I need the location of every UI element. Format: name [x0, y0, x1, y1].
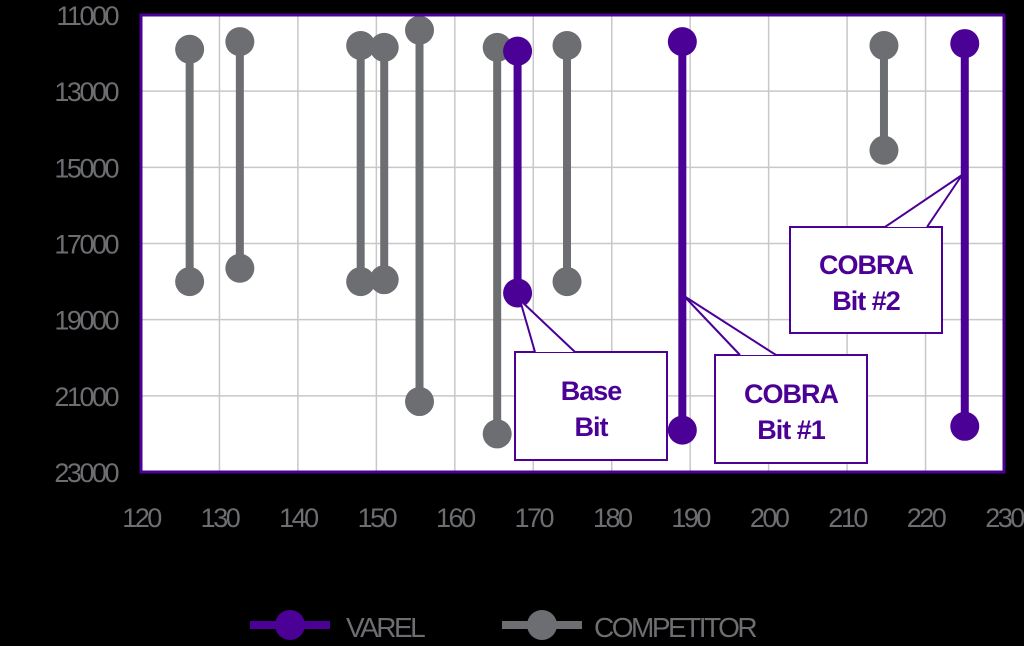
- x-tick-label: 230: [985, 503, 1024, 533]
- x-tick-label: 210: [828, 503, 867, 533]
- marker-bottom: [346, 267, 376, 297]
- x-tick-label: 170: [514, 503, 553, 533]
- x-tick-label: 220: [907, 503, 946, 533]
- callout-pointer: [884, 174, 963, 228]
- x-tick-label: 130: [201, 503, 240, 533]
- callout-cobra-bit2: COBRA Bit #2: [789, 174, 963, 334]
- marker-top: [175, 34, 205, 64]
- marker-top: [405, 15, 435, 45]
- series-competitor: [175, 15, 899, 449]
- callout-base-bit: Base Bit: [514, 296, 668, 461]
- callout-box: [514, 351, 668, 461]
- x-tick-label: 140: [279, 503, 318, 533]
- range-bar: [346, 30, 376, 297]
- marker-top: [369, 32, 399, 62]
- marker-top: [552, 30, 582, 60]
- range-bar: [225, 27, 255, 283]
- callout-label: COBRA: [819, 250, 913, 280]
- legend-label-varel: VAREL: [346, 612, 425, 643]
- callout-cobra-bit1: COBRA Bit #1: [683, 295, 868, 464]
- x-tick-label: 180: [593, 503, 632, 533]
- legend-marker-icon: [527, 610, 557, 640]
- marker-top: [950, 29, 980, 59]
- callout-label: COBRA: [744, 379, 838, 409]
- legend-label-competitor: COMPETITOR: [594, 612, 756, 643]
- plot-border: [139, 13, 1006, 474]
- callout-label: Bit #2: [832, 286, 900, 316]
- y-axis-tick-labels: 11000 13000 15000 17000 19000 21000 23000: [54, 1, 121, 488]
- range-bar: [869, 30, 899, 165]
- x-tick-label: 190: [671, 503, 710, 533]
- callout-pointer: [518, 296, 576, 353]
- range-bar: [950, 29, 980, 441]
- x-tick-label: 160: [436, 503, 475, 533]
- callout-label: Bit #1: [757, 415, 826, 445]
- y-tick-label: 15000: [54, 153, 118, 183]
- series-varel: [503, 27, 980, 445]
- y-tick-label: 19000: [54, 306, 118, 336]
- callout-label: Base: [561, 376, 623, 406]
- x-tick-label: 200: [750, 503, 789, 533]
- marker-top: [346, 30, 376, 60]
- callout-pointer: [683, 295, 777, 356]
- y-tick-label: 21000: [54, 382, 118, 412]
- range-bar: [667, 27, 697, 445]
- legend-item-varel: VAREL: [250, 610, 428, 643]
- callouts: Base Bit COBRA Bit #1 COBRA Bit #2: [514, 174, 963, 464]
- marker-bottom: [503, 278, 533, 308]
- callout-box: [714, 354, 868, 464]
- marker-top: [667, 27, 697, 57]
- marker-top: [503, 36, 533, 66]
- data-series: [175, 15, 980, 449]
- marker-bottom: [869, 135, 899, 165]
- legend: VAREL COMPETITOR: [250, 610, 759, 643]
- legend-item-competitor: COMPETITOR: [502, 610, 759, 643]
- legend-marker-icon: [275, 610, 305, 640]
- y-tick-label: 17000: [54, 230, 118, 260]
- marker-bottom: [369, 265, 399, 295]
- marker-bottom: [552, 267, 582, 297]
- marker-bottom: [667, 415, 697, 445]
- marker-bottom: [225, 253, 255, 283]
- marker-bottom: [405, 387, 435, 417]
- y-tick-label: 23000: [54, 458, 118, 488]
- x-axis-tick-labels: 120 130 140 150 160 170 180 190 200 210 220 230: [122, 503, 1024, 533]
- range-bar: [552, 30, 582, 297]
- x-tick-label: 120: [122, 503, 161, 533]
- marker-top: [225, 27, 255, 57]
- x-tick-label: 150: [358, 503, 397, 533]
- y-tick-label: 13000: [54, 77, 118, 107]
- marker-bottom: [950, 411, 980, 441]
- callout-label: Bit: [575, 412, 609, 442]
- marker-top: [869, 30, 899, 60]
- callout-box: [789, 226, 943, 334]
- range-bar: [503, 36, 533, 308]
- marker-bottom: [482, 419, 512, 449]
- marker-bottom: [175, 267, 205, 297]
- range-bar: [175, 34, 205, 297]
- y-tick-label: 11000: [56, 1, 118, 31]
- range-bar: [369, 32, 399, 295]
- range-bar: [405, 15, 435, 417]
